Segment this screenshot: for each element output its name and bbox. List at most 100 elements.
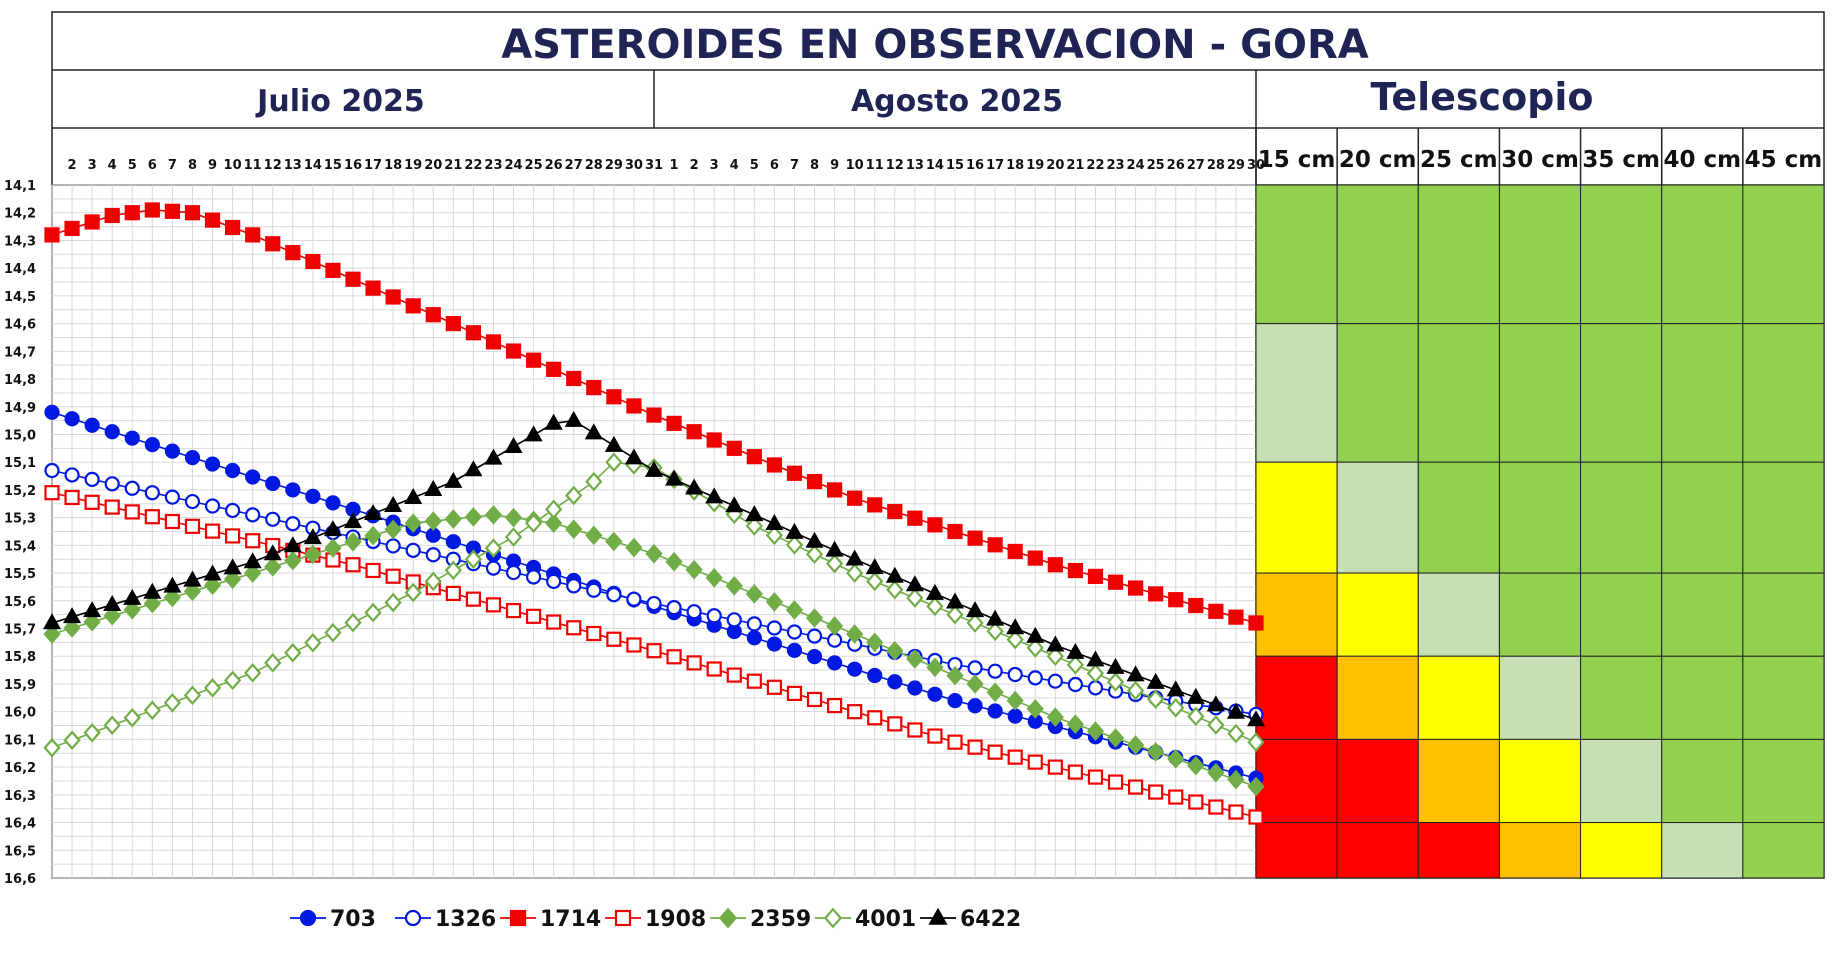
telescope-cell bbox=[1255, 572, 1338, 657]
data-point bbox=[604, 435, 623, 452]
data-point bbox=[847, 490, 863, 506]
data-point bbox=[766, 679, 783, 695]
data-point bbox=[606, 631, 622, 647]
data-point bbox=[265, 236, 281, 252]
data-point bbox=[505, 602, 522, 619]
data-point bbox=[64, 467, 80, 483]
data-point bbox=[325, 495, 341, 511]
data-point bbox=[566, 620, 582, 636]
y-tick-label: 16,0 bbox=[4, 706, 36, 721]
x-tick-label: 10 bbox=[224, 158, 242, 173]
data-point bbox=[765, 525, 784, 546]
data-point bbox=[967, 660, 983, 676]
y-tick-label: 15,3 bbox=[4, 512, 36, 527]
data-point bbox=[303, 528, 322, 545]
data-point bbox=[726, 440, 742, 456]
telescope-cell bbox=[1498, 822, 1582, 879]
data-point bbox=[706, 608, 722, 624]
data-point bbox=[285, 245, 301, 261]
telescope-cell bbox=[1255, 461, 1338, 574]
data-point bbox=[364, 525, 382, 546]
y-tick-label: 14,2 bbox=[4, 207, 36, 222]
data-point bbox=[927, 728, 943, 744]
data-point bbox=[1168, 789, 1184, 805]
data-point bbox=[545, 513, 563, 533]
data-point bbox=[926, 596, 944, 617]
month-label-julio: Julio 2025 bbox=[255, 84, 425, 119]
data-point bbox=[786, 642, 803, 658]
chart-title: ASTEROIDES EN OBSERVACION - GORA bbox=[501, 22, 1368, 68]
telescope-col-label: 45 cm bbox=[1745, 147, 1823, 173]
data-point bbox=[64, 220, 80, 237]
data-point bbox=[1167, 749, 1185, 769]
data-point bbox=[1046, 635, 1065, 652]
data-point bbox=[1027, 754, 1043, 770]
telescope-cell bbox=[1661, 184, 1744, 325]
data-point bbox=[686, 604, 702, 620]
data-point bbox=[1007, 666, 1023, 683]
data-point bbox=[805, 544, 824, 565]
data-point bbox=[826, 482, 843, 498]
data-point bbox=[586, 582, 602, 598]
data-point bbox=[1027, 670, 1043, 686]
data-point bbox=[825, 553, 844, 574]
data-point bbox=[124, 480, 140, 496]
data-point bbox=[445, 316, 461, 332]
data-point bbox=[705, 487, 724, 504]
telescope-cell bbox=[1417, 184, 1500, 325]
data-point bbox=[63, 730, 81, 751]
data-point bbox=[1046, 646, 1064, 667]
data-point bbox=[806, 691, 823, 708]
data-point bbox=[1047, 673, 1063, 689]
data-point bbox=[265, 511, 281, 527]
data-point bbox=[424, 511, 442, 531]
telescope-col-label: 30 cm bbox=[1501, 147, 1579, 173]
data-point bbox=[1087, 680, 1104, 696]
data-point bbox=[203, 564, 222, 581]
x-tick-label: 29 bbox=[1227, 158, 1245, 173]
data-point bbox=[1107, 574, 1124, 590]
data-point bbox=[404, 513, 422, 533]
data-point bbox=[44, 485, 60, 501]
y-axis-ticks: 14,1 14,2 14,3 14,4 14,5 14,6 14,7 14,8 14,9 15,0… bbox=[4, 179, 36, 887]
telescope-col-label: 25 cm bbox=[1420, 147, 1498, 173]
data-point bbox=[204, 498, 221, 514]
x-tick-label: 2 bbox=[690, 158, 699, 173]
data-point bbox=[42, 613, 62, 630]
data-point bbox=[345, 271, 361, 287]
data-point bbox=[785, 600, 804, 620]
data-point bbox=[1208, 603, 1224, 619]
y-tick-label: 15,4 bbox=[4, 539, 36, 554]
data-point bbox=[83, 612, 101, 632]
data-point bbox=[746, 449, 762, 465]
legend-label: 1714 bbox=[540, 907, 601, 932]
data-point bbox=[1188, 597, 1204, 614]
telescope-cell bbox=[1336, 184, 1419, 325]
legend-marker bbox=[718, 907, 738, 929]
data-point bbox=[1006, 690, 1024, 711]
data-point bbox=[424, 571, 442, 592]
data-point bbox=[1066, 655, 1085, 675]
legend-label: 6422 bbox=[960, 907, 1021, 932]
data-point bbox=[504, 507, 523, 528]
y-tick-label: 16,5 bbox=[4, 844, 36, 859]
data-point bbox=[245, 469, 261, 485]
data-point bbox=[806, 474, 823, 490]
data-point bbox=[144, 509, 160, 525]
data-point bbox=[184, 449, 201, 466]
data-point bbox=[867, 667, 883, 684]
data-point bbox=[947, 523, 963, 540]
x-tick-label: 11 bbox=[244, 158, 262, 173]
data-point bbox=[967, 530, 983, 546]
data-point bbox=[524, 425, 543, 442]
data-point bbox=[1006, 618, 1025, 635]
data-point bbox=[685, 478, 704, 495]
x-tick-label: 1 bbox=[670, 158, 679, 173]
data-point bbox=[204, 523, 221, 539]
data-point bbox=[184, 493, 201, 510]
data-point bbox=[566, 370, 582, 387]
data-point bbox=[245, 533, 261, 549]
data-point bbox=[163, 576, 182, 593]
data-point bbox=[203, 678, 222, 698]
telescope-cell bbox=[1742, 461, 1825, 574]
